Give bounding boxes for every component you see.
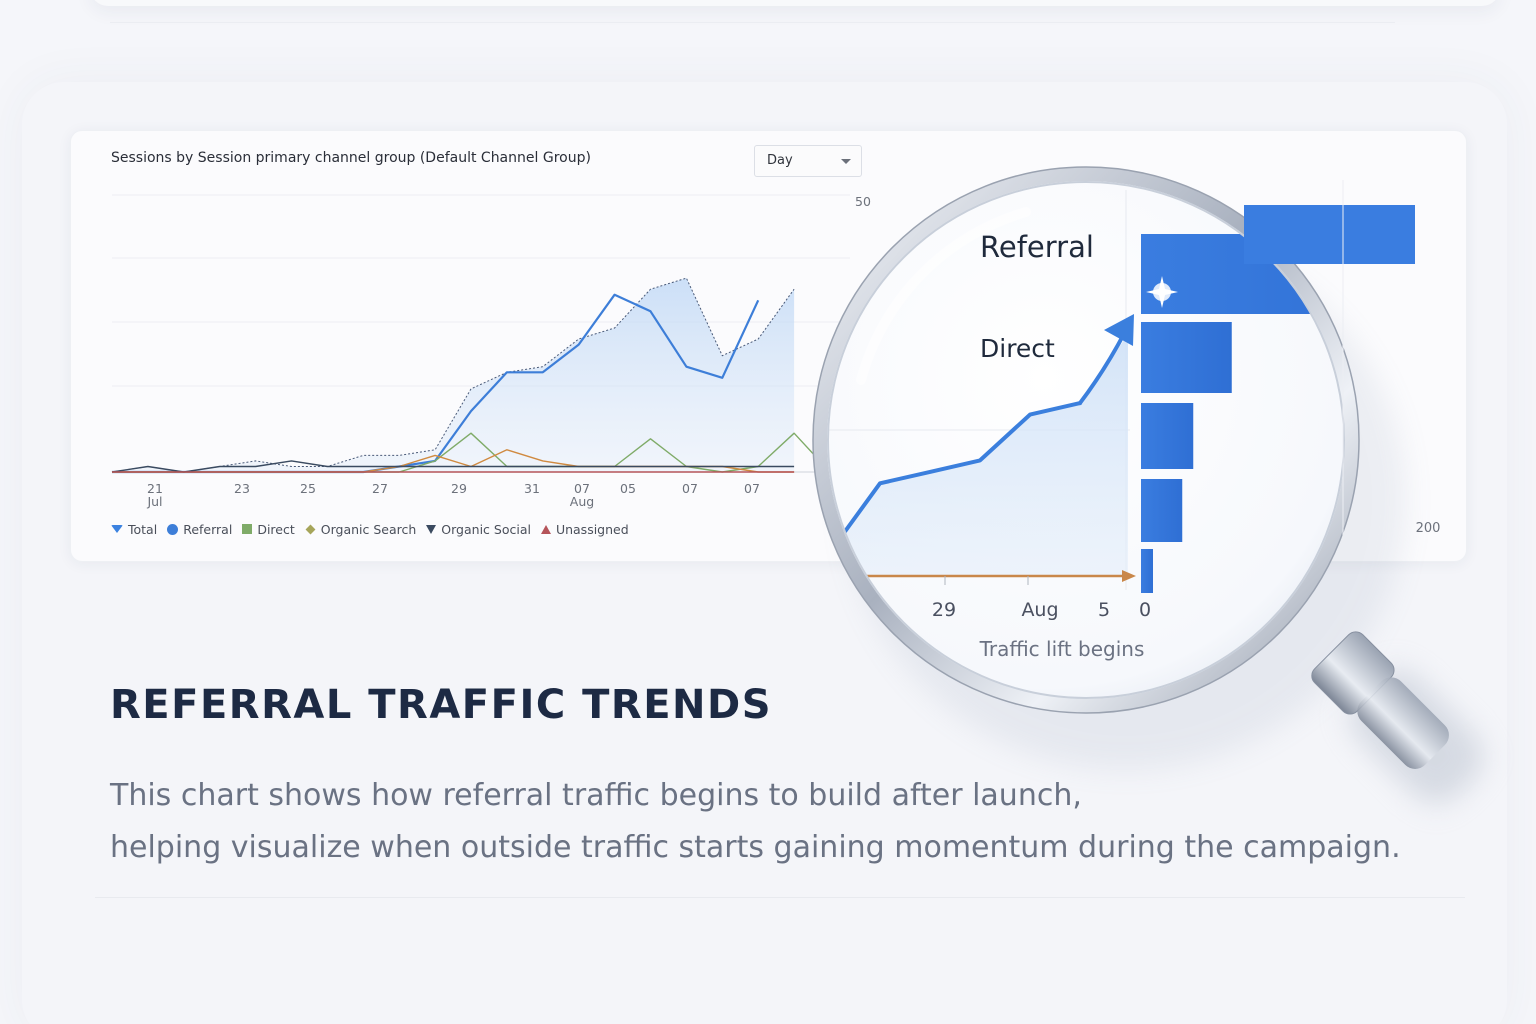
handle-grip bbox=[1357, 677, 1449, 769]
lens-rim bbox=[813, 167, 1359, 713]
section-description: This chart shows how referral traffic be… bbox=[110, 770, 1430, 874]
x-tick-label: 21 bbox=[147, 481, 163, 496]
legend-label: Referral bbox=[183, 521, 233, 537]
triangle-down-marker-icon bbox=[426, 524, 437, 534]
legend-item-referral[interactable]: Referral bbox=[167, 522, 232, 537]
lens-outer-rim bbox=[812, 166, 1360, 714]
bottom-divider bbox=[95, 897, 1465, 898]
zoom-x-tick-label: 29 bbox=[932, 599, 956, 621]
legend-item-organic-social[interactable]: Organic Social bbox=[426, 522, 531, 537]
dropdown-selected-value: Day bbox=[767, 153, 793, 168]
x-tick-label: 07 bbox=[574, 481, 590, 496]
zoom-label-referral: Referral bbox=[980, 230, 1094, 264]
zoom-label-direct: Direct bbox=[980, 334, 1055, 363]
x-tick-label: 05 bbox=[620, 481, 636, 496]
legend-item-organic-search[interactable]: Organic Search bbox=[305, 521, 417, 537]
bar-x-tick-label: 200 bbox=[1416, 521, 1441, 536]
zoom-annotation: Traffic lift begins bbox=[979, 637, 1145, 661]
x-tick-sublabel: Jul bbox=[146, 494, 162, 509]
total-area-fill bbox=[112, 278, 795, 472]
top-strip bbox=[90, 0, 1500, 6]
triangle-up-marker-icon bbox=[540, 524, 551, 534]
legend-label: Organic Search bbox=[320, 521, 417, 537]
lens-highlight bbox=[856, 207, 1031, 385]
granularity-dropdown[interactable]: Day bbox=[754, 145, 862, 177]
zoom-baseline-arrow bbox=[1122, 570, 1136, 582]
sparkle-star-icon bbox=[1146, 276, 1178, 308]
lens-inner-rim bbox=[827, 181, 1345, 699]
zoom-x-tick-label: Aug bbox=[1021, 599, 1058, 621]
zoom-area-fill bbox=[830, 334, 1128, 575]
zoom-bar bbox=[1141, 479, 1183, 542]
magnifier-handle bbox=[1311, 631, 1484, 804]
x-tick-sublabel: Aug bbox=[570, 494, 594, 509]
series-line-organic-social bbox=[111, 460, 795, 473]
square-marker-icon bbox=[242, 524, 253, 534]
zoom-bar bbox=[1141, 403, 1194, 469]
legend-item-unassigned[interactable]: Unassigned bbox=[540, 521, 629, 537]
zoom-trend-arrowhead bbox=[1104, 314, 1134, 346]
zoom-x-tick-label: 5 bbox=[1098, 599, 1110, 621]
x-tick-label: 07 bbox=[744, 481, 760, 496]
x-tick-label: 27 bbox=[372, 481, 388, 496]
description-line-1: This chart shows how referral traffic be… bbox=[110, 778, 1082, 813]
legend-label: Unassigned bbox=[555, 521, 629, 537]
zoom-bar bbox=[1141, 549, 1153, 593]
description-line-2: helping visualize when outside traffic s… bbox=[110, 830, 1401, 865]
zoom-referral-line bbox=[828, 401, 1082, 555]
zoom-bar bbox=[1141, 322, 1232, 393]
legend-item-total[interactable]: Total bbox=[111, 522, 157, 537]
section-headline: REFERRAL TRAFFIC TRENDS bbox=[110, 682, 772, 728]
x-tick-label: 29 bbox=[451, 481, 467, 496]
y-tick-label: 50 bbox=[855, 194, 871, 209]
total-series-line bbox=[111, 277, 795, 473]
x-tick-label: 25 bbox=[300, 481, 316, 496]
legend-item-direct[interactable]: Direct bbox=[242, 521, 295, 537]
chart-title: Sessions by Session primary channel grou… bbox=[111, 150, 591, 166]
chevron-down-icon bbox=[841, 159, 851, 164]
referral-bar-outside-lens bbox=[1244, 205, 1415, 264]
legend-label: Total bbox=[128, 521, 158, 537]
x-tick-label: 23 bbox=[234, 481, 250, 496]
zoom-zero-label: 0 bbox=[1139, 599, 1151, 621]
chart-legend: Total Referral Direct Organic Search Org… bbox=[111, 520, 639, 538]
x-tick-label: 07 bbox=[682, 481, 698, 496]
legend-label: Organic Social bbox=[441, 521, 531, 537]
drop-marker-icon bbox=[111, 525, 123, 533]
x-tick-label: 31 bbox=[524, 481, 540, 496]
circle-marker-icon bbox=[167, 523, 179, 535]
zoom-trend-arrow-shaft bbox=[1078, 330, 1127, 406]
legend-label: Direct bbox=[257, 521, 295, 537]
top-divider bbox=[110, 22, 1395, 23]
